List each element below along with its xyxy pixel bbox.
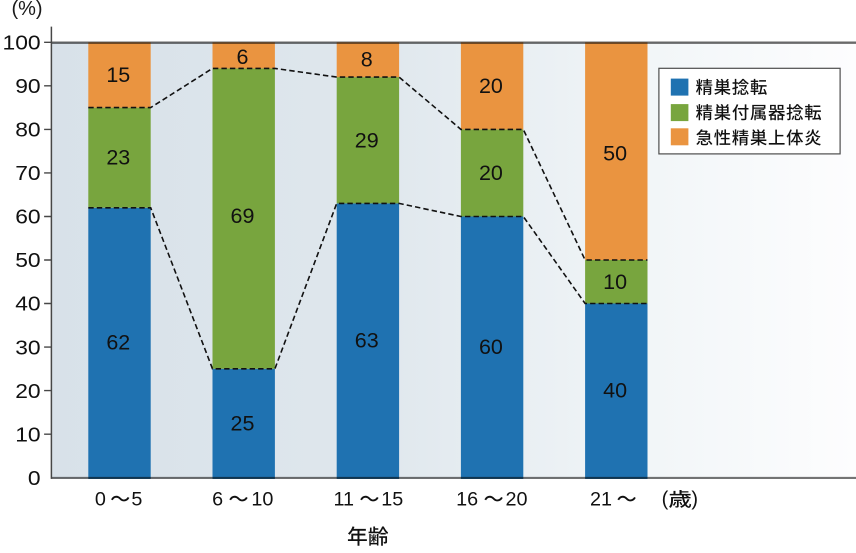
- svg-text:70: 70: [15, 161, 40, 185]
- svg-text:50: 50: [15, 248, 40, 272]
- svg-text:15: 15: [106, 63, 130, 87]
- svg-text:25: 25: [231, 411, 255, 435]
- svg-text:11: 11: [333, 488, 354, 510]
- svg-text:(%): (%): [11, 0, 42, 20]
- svg-text:20: 20: [479, 74, 503, 98]
- svg-text:21: 21: [590, 488, 612, 510]
- svg-text:30: 30: [15, 335, 40, 359]
- svg-text:62: 62: [106, 331, 130, 355]
- svg-text:16: 16: [456, 488, 478, 510]
- svg-text:20: 20: [506, 488, 528, 510]
- svg-text:69: 69: [231, 204, 255, 228]
- svg-text:10: 10: [15, 423, 40, 447]
- svg-text:8: 8: [361, 48, 373, 72]
- svg-text:63: 63: [355, 329, 379, 353]
- svg-text:60: 60: [479, 335, 503, 359]
- svg-text:(: (: [662, 489, 669, 511]
- svg-text:): ): [691, 489, 698, 511]
- svg-text:23: 23: [106, 146, 130, 170]
- svg-text:0: 0: [28, 466, 41, 490]
- svg-text:40: 40: [15, 292, 40, 316]
- svg-text:15: 15: [381, 488, 403, 510]
- svg-text:20: 20: [15, 379, 40, 403]
- svg-text:90: 90: [15, 74, 40, 98]
- svg-text:29: 29: [355, 128, 379, 152]
- svg-text:80: 80: [15, 118, 40, 142]
- svg-text:100: 100: [3, 31, 41, 55]
- svg-text:6: 6: [212, 488, 223, 510]
- svg-text:0: 0: [95, 488, 106, 510]
- svg-text:6: 6: [237, 45, 249, 69]
- svg-text:60: 60: [15, 205, 40, 229]
- svg-text:20: 20: [479, 161, 503, 185]
- svg-text:10: 10: [251, 488, 273, 510]
- svg-text:40: 40: [603, 379, 627, 403]
- svg-text:50: 50: [603, 142, 627, 166]
- svg-text:10: 10: [603, 270, 627, 294]
- svg-text:5: 5: [131, 488, 142, 510]
